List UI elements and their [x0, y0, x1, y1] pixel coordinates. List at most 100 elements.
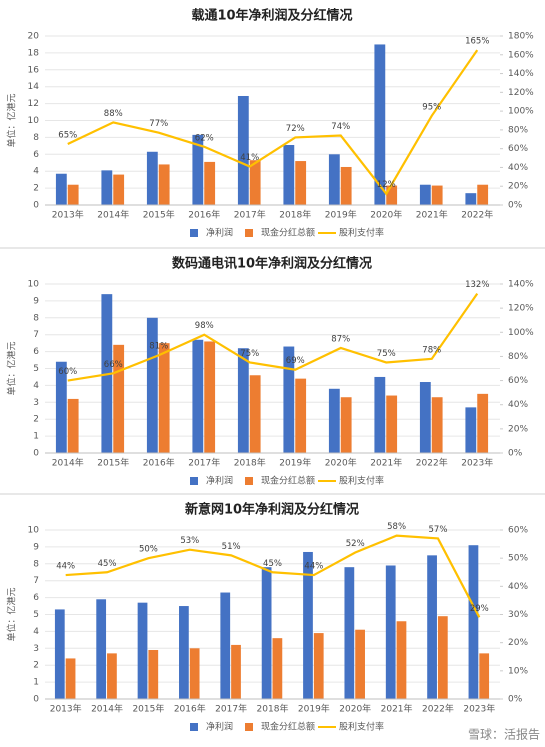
- bar: [67, 184, 79, 205]
- bar: [340, 166, 352, 205]
- x-tick-label: 2013年: [50, 703, 82, 715]
- bar: [158, 343, 170, 453]
- bar: [204, 341, 216, 453]
- bar: [283, 346, 295, 453]
- x-tick-label: 2022年: [422, 703, 454, 715]
- bar: [328, 154, 340, 205]
- bar: [374, 376, 386, 453]
- y-axis-label: 单位：亿港元: [6, 587, 18, 641]
- data-label: 53%: [180, 536, 199, 546]
- x-tick-label: 2014年: [91, 703, 123, 715]
- legend-label: 净利润: [206, 475, 233, 487]
- y-tick-label: 8: [33, 133, 39, 143]
- y-tick-label: 1: [33, 678, 39, 688]
- x-tick-label: 2020年: [325, 457, 357, 469]
- data-label: 72%: [286, 124, 305, 134]
- x-tick-label: 2016年: [188, 209, 220, 221]
- y2-tick-label: 20%: [508, 638, 528, 648]
- y-tick-label: 8: [33, 559, 39, 569]
- y-tick-label: 9: [33, 296, 39, 306]
- data-label: 62%: [195, 133, 214, 143]
- y-tick-label: 9: [33, 542, 39, 552]
- y2-tick-label: 140%: [508, 280, 534, 290]
- y-tick-label: 16: [28, 65, 40, 75]
- data-label: 165%: [465, 37, 489, 47]
- x-tick-label: 2015年: [132, 703, 164, 715]
- x-tick-label: 2023年: [463, 703, 495, 715]
- data-label: 58%: [387, 522, 406, 532]
- data-label: 65%: [58, 130, 77, 140]
- y2-tick-label: 120%: [508, 304, 534, 314]
- legend-swatch: [190, 229, 198, 237]
- y2-tick-label: 10%: [508, 666, 528, 676]
- bar: [386, 395, 398, 453]
- data-label: 87%: [331, 334, 350, 344]
- y-tick-label: 4: [33, 167, 39, 177]
- y-tick-label: 3: [33, 398, 39, 408]
- bar: [146, 317, 158, 453]
- y2-tick-label: 60%: [508, 376, 528, 386]
- legend-swatch: [245, 723, 253, 731]
- y-tick-label: 14: [28, 82, 40, 92]
- y-tick-label: 10: [28, 526, 40, 536]
- y-tick-label: 10: [28, 280, 40, 290]
- bar: [96, 599, 107, 699]
- data-label: 12%: [377, 180, 396, 190]
- y-tick-label: 4: [33, 381, 39, 391]
- legend-swatch: [190, 477, 198, 485]
- y-tick-label: 5: [33, 610, 39, 620]
- y-tick-label: 2: [33, 661, 39, 671]
- y-tick-label: 10: [28, 116, 40, 126]
- chart-title: 新意网10年净利润及分红情况: [185, 502, 359, 518]
- bar: [431, 185, 443, 205]
- bar: [192, 134, 204, 205]
- data-label: 98%: [195, 321, 214, 331]
- x-tick-label: 2018年: [234, 457, 266, 469]
- y2-tick-label: 100%: [508, 328, 534, 338]
- data-label: 69%: [286, 356, 305, 366]
- data-label: 50%: [139, 545, 158, 555]
- bar: [148, 649, 159, 699]
- x-tick-label: 2019年: [279, 457, 311, 469]
- data-label: 45%: [98, 559, 117, 569]
- bar: [237, 348, 249, 453]
- y-tick-label: 6: [33, 347, 39, 357]
- legend-label: 股利支付率: [339, 227, 384, 239]
- data-label: 44%: [56, 562, 75, 572]
- x-tick-label: 2022年: [461, 209, 493, 221]
- y2-tick-label: 20%: [508, 182, 528, 192]
- x-tick-label: 2020年: [370, 209, 402, 221]
- chart-title: 数码通电讯10年净利润及分红情况: [172, 256, 372, 272]
- y2-tick-label: 120%: [508, 88, 534, 98]
- data-label: 60%: [58, 367, 77, 377]
- bar: [67, 398, 79, 453]
- data-label: 51%: [222, 542, 241, 552]
- bar: [158, 164, 170, 205]
- bar: [249, 375, 261, 453]
- y-tick-label: 7: [33, 576, 39, 586]
- y-tick-label: 5: [33, 364, 39, 374]
- y2-tick-label: 80%: [508, 125, 528, 135]
- bar: [113, 344, 125, 453]
- y-axis-label: 单位：亿港元: [6, 341, 18, 395]
- y-tick-label: 8: [33, 313, 39, 323]
- y2-tick-label: 0%: [508, 695, 523, 705]
- bar: [272, 638, 283, 699]
- y2-tick-label: 0%: [508, 449, 523, 459]
- bar: [477, 393, 489, 453]
- bar: [344, 567, 355, 699]
- bar: [468, 545, 479, 699]
- x-tick-label: 2016年: [174, 703, 206, 715]
- data-label: 77%: [149, 119, 168, 129]
- bar: [137, 602, 148, 699]
- y-tick-label: 18: [28, 48, 40, 58]
- data-label: 66%: [104, 360, 123, 370]
- x-tick-label: 2023年: [461, 457, 493, 469]
- data-label: 45%: [263, 559, 282, 569]
- x-tick-label: 2014年: [52, 457, 84, 469]
- x-tick-label: 2019年: [298, 703, 330, 715]
- bar: [385, 565, 396, 699]
- y2-tick-label: 30%: [508, 610, 528, 620]
- y-tick-label: 4: [33, 627, 39, 637]
